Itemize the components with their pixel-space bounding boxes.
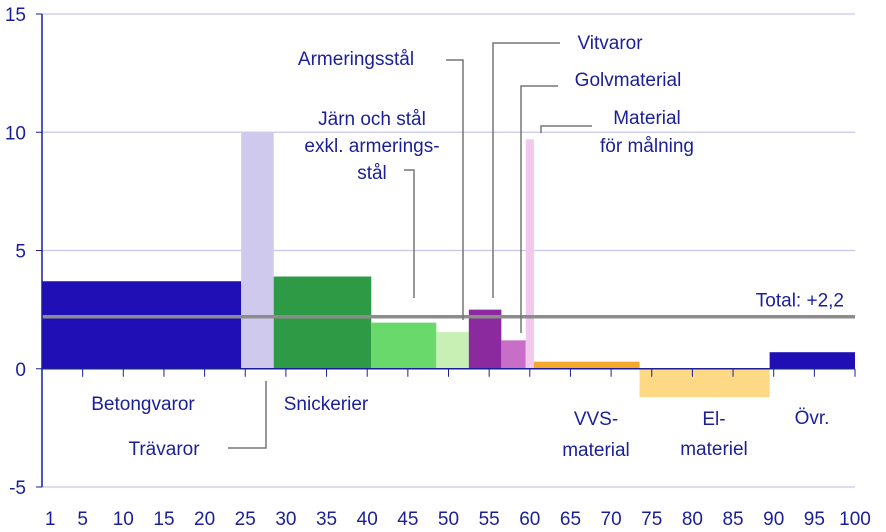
grid-lines bbox=[42, 13, 855, 488]
x-tick-label-20: 20 bbox=[194, 509, 215, 530]
leader-malning bbox=[540, 125, 592, 133]
label-malning-line2: för målning bbox=[600, 136, 694, 157]
label-malning-line1: Material bbox=[613, 108, 681, 129]
category-labels: Betongvaror Trävaror Snickerier Järn och… bbox=[91, 33, 829, 461]
x-tick-label-1: 1 bbox=[45, 509, 56, 530]
y-tick-label-0: 0 bbox=[15, 360, 26, 381]
y-tick-label--5: -5 bbox=[9, 478, 26, 499]
x-tick-label-30: 30 bbox=[275, 509, 296, 530]
x-tick-label-85: 85 bbox=[722, 509, 743, 530]
label-el-line1: El- bbox=[702, 409, 725, 430]
label-jarn-line1: Järn och stål bbox=[318, 109, 426, 130]
x-tick-label-35: 35 bbox=[316, 509, 337, 530]
leader-armeringsstal bbox=[446, 59, 464, 320]
x-tick-label-100: 100 bbox=[839, 509, 871, 530]
x-tick-label-70: 70 bbox=[601, 509, 622, 530]
bar-0 bbox=[42, 281, 242, 369]
x-tick-label-80: 80 bbox=[682, 509, 703, 530]
bar-5 bbox=[468, 309, 502, 369]
label-vvs-line1: VVS- bbox=[574, 409, 618, 430]
label-ovr: Övr. bbox=[795, 408, 830, 429]
bar-10 bbox=[769, 352, 855, 369]
bar-1 bbox=[241, 132, 274, 369]
bar-6 bbox=[501, 340, 526, 369]
leader-lines bbox=[228, 42, 592, 449]
bar-4 bbox=[436, 332, 469, 369]
bar-2 bbox=[273, 276, 372, 369]
label-jarn-line2: exkl. armerings- bbox=[304, 136, 439, 157]
label-travaror: Trävaror bbox=[128, 439, 200, 460]
bar-3 bbox=[371, 322, 437, 369]
leader-jarn bbox=[404, 169, 415, 298]
bar-8 bbox=[533, 361, 640, 369]
label-jarn-line3: stål bbox=[357, 163, 387, 184]
x-tick-label-45: 45 bbox=[397, 509, 418, 530]
label-vitvaror: Vitvaror bbox=[577, 33, 643, 54]
total-line-group: Total: +2,2 bbox=[42, 291, 855, 319]
y-tick-label-5: 5 bbox=[15, 242, 26, 263]
x-tick-label-5: 5 bbox=[77, 509, 88, 530]
total-label: Total: +2,2 bbox=[756, 291, 844, 312]
x-tick-label-95: 95 bbox=[804, 509, 825, 530]
leader-vitvaror bbox=[492, 42, 560, 298]
x-tick-label-25: 25 bbox=[235, 509, 256, 530]
label-betongvaror: Betongvaror bbox=[91, 394, 195, 415]
x-tick-label-15: 15 bbox=[153, 509, 174, 530]
y-tick-label-15: 15 bbox=[5, 5, 26, 26]
bar-7 bbox=[525, 139, 534, 369]
label-armeringsstal: Armeringsstål bbox=[298, 49, 414, 70]
label-vvs-line2: material bbox=[562, 440, 630, 461]
x-tick-label-40: 40 bbox=[357, 509, 378, 530]
x-tick-label-75: 75 bbox=[641, 509, 662, 530]
x-tick-label-50: 50 bbox=[438, 509, 459, 530]
x-tick-label-90: 90 bbox=[763, 509, 784, 530]
label-el-line2: materiel bbox=[680, 439, 748, 460]
label-golvmaterial: Golvmaterial bbox=[575, 70, 682, 91]
axes bbox=[36, 13, 856, 488]
x-tick-label-60: 60 bbox=[519, 509, 540, 530]
label-snickerier: Snickerier bbox=[284, 394, 369, 415]
x-tick-label-55: 55 bbox=[479, 509, 500, 530]
y-tick-label-10: 10 bbox=[5, 123, 26, 144]
bar-9 bbox=[639, 368, 770, 398]
leader-golvmaterial bbox=[520, 85, 558, 333]
x-tick-label-10: 10 bbox=[113, 509, 134, 530]
leader-travaror bbox=[228, 381, 267, 449]
bars bbox=[42, 132, 855, 398]
x-tick-label-65: 65 bbox=[560, 509, 581, 530]
